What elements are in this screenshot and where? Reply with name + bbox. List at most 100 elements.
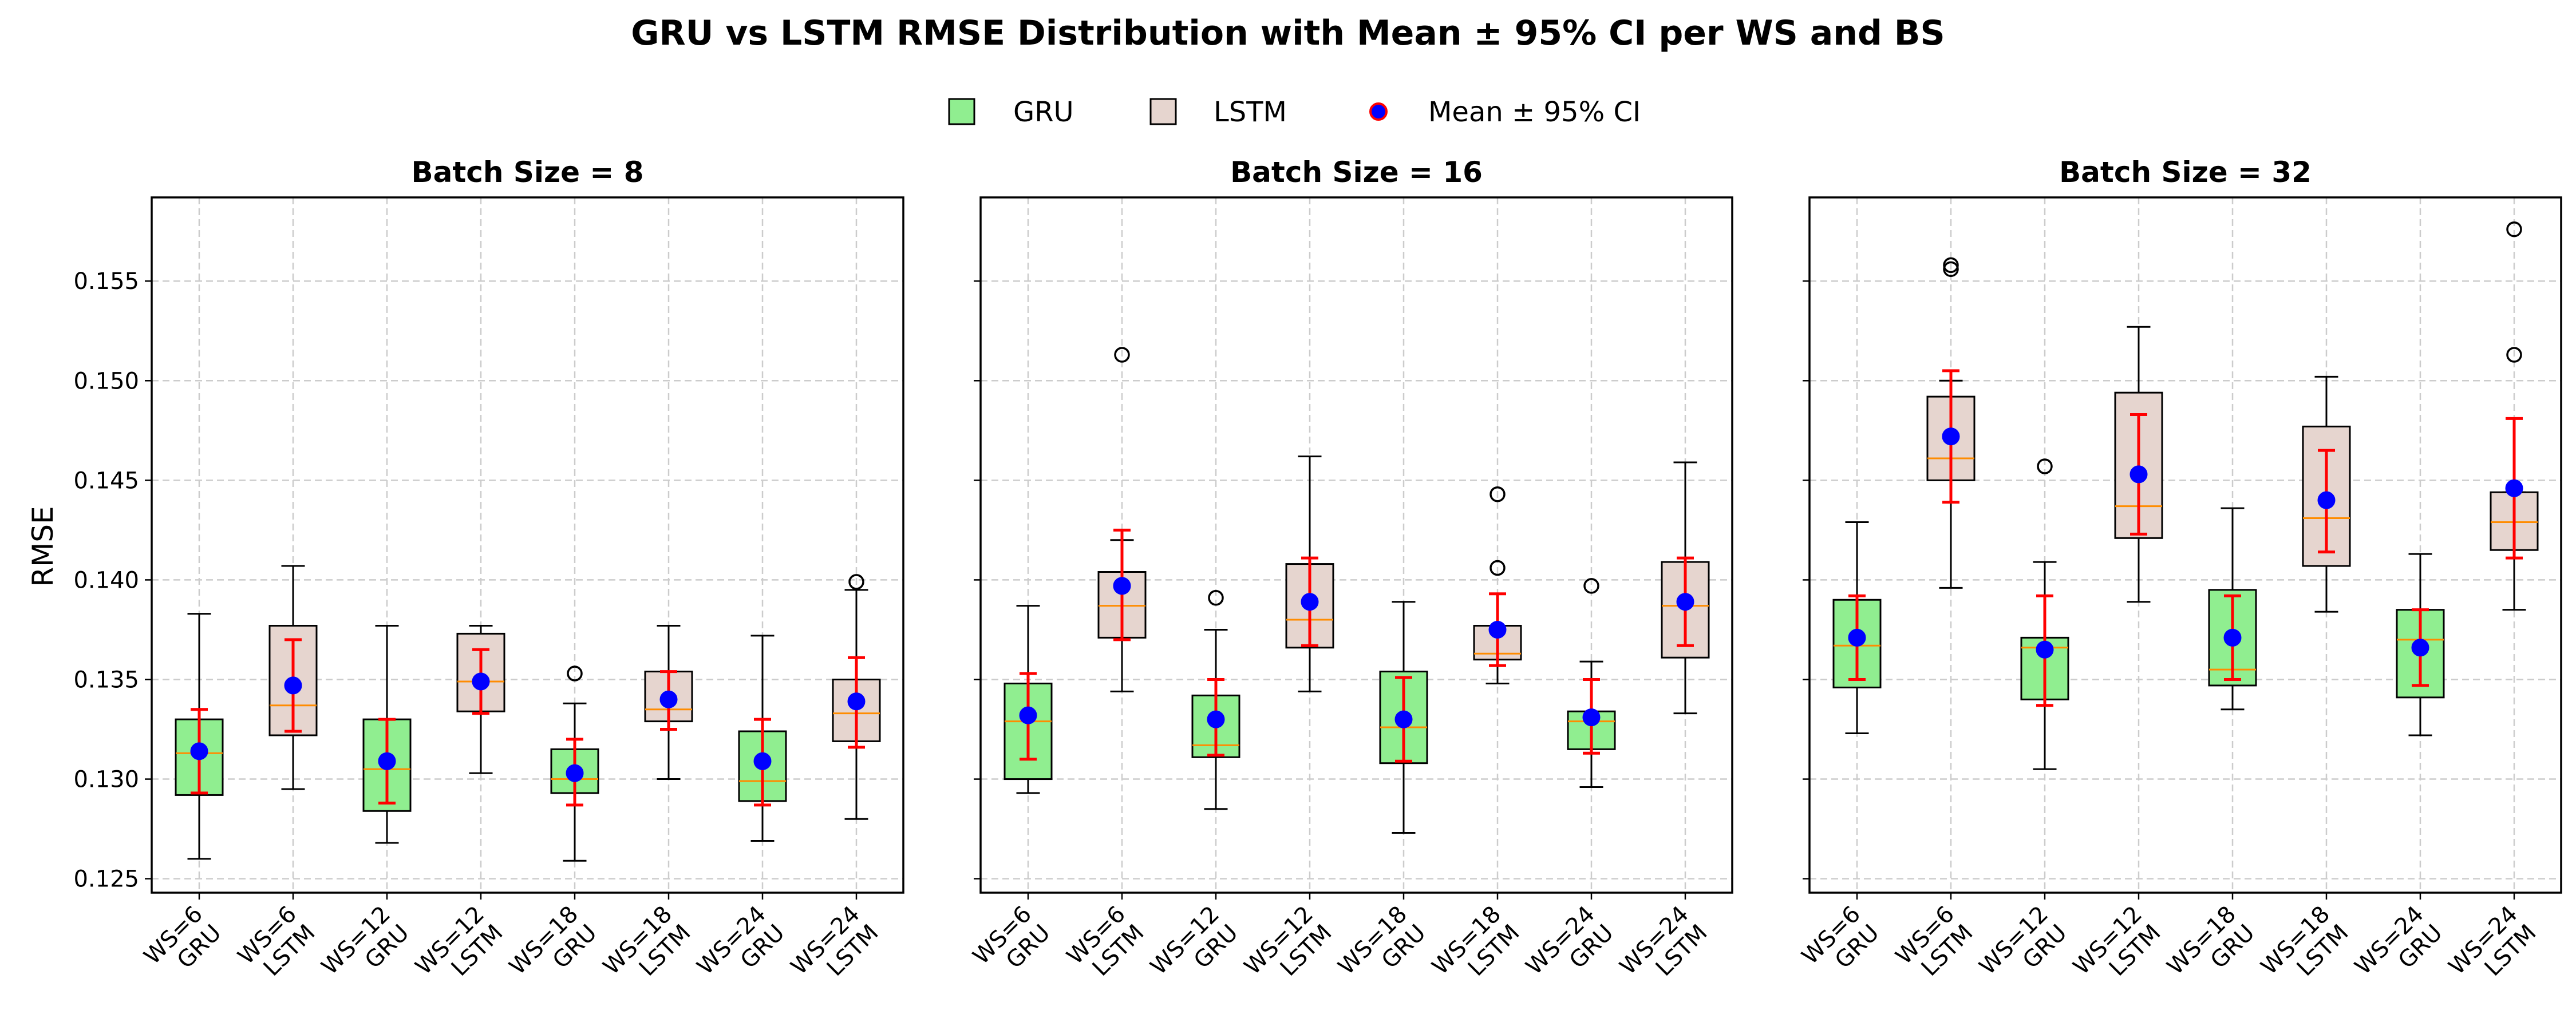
box-gru-ws6 xyxy=(1832,521,1882,734)
box-gru-ws12 xyxy=(1191,590,1240,810)
figure-title: GRU vs LSTM RMSE Distribution with Mean … xyxy=(631,13,1945,53)
x-tick-label: WS=12LSTM xyxy=(2068,901,2166,999)
x-tick-label: WS=24GRU xyxy=(2350,901,2448,999)
y-tick-label: 0.145 xyxy=(73,468,139,494)
mean-point xyxy=(753,752,772,770)
x-tick-label: WS=6LSTM xyxy=(1062,901,1149,989)
mean-point xyxy=(472,672,490,691)
mean-point xyxy=(2223,628,2242,647)
mean-point xyxy=(1019,706,1037,724)
x-tick-label: WS=24LSTM xyxy=(1615,901,1713,999)
mean-point xyxy=(566,764,584,782)
box-lstm-ws12 xyxy=(2114,326,2163,603)
x-tick-label: WS=6GRU xyxy=(1797,901,1884,989)
outlier-point xyxy=(1583,578,1599,594)
x-tick-label: WS=18GRU xyxy=(1333,901,1431,999)
x-tick-label: WS=6GRU xyxy=(968,901,1056,989)
legend-gru-label: GRU xyxy=(1013,96,1074,128)
x-tick-label: WS=18LSTM xyxy=(2256,901,2354,999)
y-tick-label: 0.155 xyxy=(73,268,139,295)
x-tick-label: WS=18LSTM xyxy=(598,901,696,999)
outlier-point xyxy=(1114,347,1130,363)
box-gru-ws12 xyxy=(2020,458,2069,770)
box-lstm-ws6 xyxy=(268,565,318,790)
outlier-point xyxy=(1490,486,1506,502)
mean-point xyxy=(2036,640,2054,659)
x-tick-label: WS=24LSTM xyxy=(786,901,884,999)
y-tick-label: 0.150 xyxy=(73,368,139,394)
outlier-point xyxy=(2037,458,2053,474)
box-gru-ws6 xyxy=(175,613,224,860)
mean-point xyxy=(284,676,302,695)
mean-point xyxy=(1113,577,1131,595)
mean-point xyxy=(847,692,866,711)
legend-gru-swatch xyxy=(948,98,975,125)
outlier-point xyxy=(1943,257,1959,274)
mean-point xyxy=(1848,628,1866,647)
outlier-point xyxy=(1490,560,1506,576)
x-tick-label: WS=24LSTM xyxy=(2444,901,2542,999)
box-lstm-ws24 xyxy=(1661,461,1710,715)
outlier-point xyxy=(567,665,583,682)
box-lstm-ws18 xyxy=(1473,486,1522,684)
box-lstm-ws6 xyxy=(1097,347,1147,692)
x-tick-label: WS=12GRU xyxy=(1974,901,2072,999)
y-tick-label: 0.125 xyxy=(73,866,139,893)
x-tick-label: WS=12LSTM xyxy=(410,901,508,999)
panel-frame xyxy=(979,196,1733,894)
box-lstm-ws24 xyxy=(832,574,881,820)
mean-point xyxy=(1394,710,1413,728)
legend-mean-marker xyxy=(1369,102,1388,121)
mean-point xyxy=(2505,479,2523,497)
box-gru-ws18 xyxy=(550,665,599,862)
mean-point xyxy=(1488,620,1507,639)
x-tick-label: WS=18LSTM xyxy=(1427,901,1525,999)
box-lstm-ws24 xyxy=(2490,221,2539,611)
mean-point xyxy=(2411,639,2429,657)
box-lstm-ws18 xyxy=(2302,375,2351,613)
outlier-point xyxy=(1943,261,1959,278)
box-lstm-ws6 xyxy=(1926,257,1976,589)
x-tick-label: WS=24GRU xyxy=(1521,901,1619,999)
x-tick-label: WS=18GRU xyxy=(504,901,602,999)
box-gru-ws24 xyxy=(738,635,787,842)
y-tick-label: 0.140 xyxy=(73,567,139,593)
mean-point xyxy=(1942,427,1960,446)
x-tick-label: WS=12GRU xyxy=(317,901,414,999)
y-axis-label: RMSE xyxy=(26,506,60,587)
box-gru-ws12 xyxy=(362,624,412,844)
panel-frame xyxy=(151,196,904,894)
box-gru-ws18 xyxy=(2208,507,2257,711)
x-tick-label: WS=6LSTM xyxy=(1891,901,1978,989)
y-tick-label: 0.130 xyxy=(73,767,139,793)
mean-point xyxy=(1676,593,1694,611)
box-gru-ws18 xyxy=(1379,601,1428,834)
panel-title: Batch Size = 32 xyxy=(2059,156,2312,189)
x-tick-label: WS=6LSTM xyxy=(233,901,321,989)
legend: GRU LSTM Mean ± 95% CI xyxy=(948,96,1641,128)
x-tick-label: WS=12GRU xyxy=(1145,901,1243,999)
x-tick-label: WS=18GRU xyxy=(2162,901,2260,999)
box-lstm-ws12 xyxy=(456,624,505,774)
panel-title: Batch Size = 8 xyxy=(411,156,643,189)
box-gru-ws24 xyxy=(2396,553,2445,736)
legend-lstm-label: LSTM xyxy=(1214,96,1287,128)
x-tick-label: WS=12LSTM xyxy=(1239,901,1337,999)
outlier-point xyxy=(2506,221,2522,237)
panel-bs-1: Batch Size = 8 0.125 0.130 0.135 0.140 0.145 0… xyxy=(73,156,904,999)
box-lstm-ws12 xyxy=(1285,455,1334,692)
outlier-point xyxy=(848,574,864,590)
legend-mean-label: Mean ± 95% CI xyxy=(1428,96,1641,128)
mean-point xyxy=(2317,491,2336,509)
panels: Batch Size = 8 0.125 0.130 0.135 0.140 0.145 0… xyxy=(73,156,2562,999)
mean-point xyxy=(378,752,396,770)
box-gru-ws6 xyxy=(1003,605,1053,794)
panel-title: Batch Size = 16 xyxy=(1230,156,1483,189)
x-tick-label: WS=24GRU xyxy=(692,901,790,999)
mean-point xyxy=(1301,593,1319,611)
mean-point xyxy=(1207,710,1225,728)
mean-point xyxy=(190,742,208,760)
